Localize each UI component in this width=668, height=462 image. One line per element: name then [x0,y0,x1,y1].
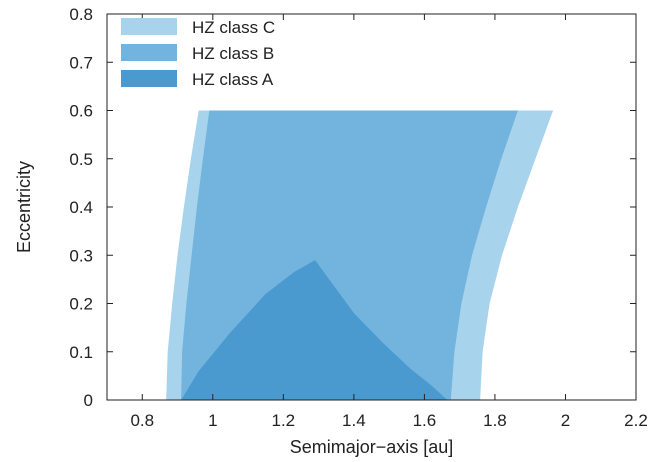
y-tick-label: 0.7 [69,53,93,72]
legend: HZ class C HZ class B HZ class A [121,18,275,89]
series-areas [166,110,554,400]
x-tick-label: 2.2 [624,411,648,430]
legend-swatch [121,18,177,35]
y-tick-label: 0.5 [69,150,93,169]
x-axis-label: Semimajor−axis [au] [290,437,454,457]
y-tick-label: 0.2 [69,295,93,314]
x-tick-label: 1 [208,411,217,430]
y-tick-label: 0.1 [69,343,93,362]
y-tick-labels: 0 0.1 0.2 0.3 0.4 0.5 0.6 0.7 0.8 [69,5,93,410]
y-tick-label: 0.3 [69,246,93,265]
x-tick-label: 1.6 [413,411,437,430]
x-tick-label: 1.4 [342,411,366,430]
y-tick-label: 0 [84,391,93,410]
legend-label: HZ class A [192,70,274,89]
area-hz-class-a [181,260,448,400]
x-tick-label: 2 [561,411,570,430]
x-tick-label: 1.2 [272,411,296,430]
legend-swatch [121,44,177,61]
legend-label: HZ class C [192,18,275,37]
x-tick-labels: 0.8 1 1.2 1.4 1.6 1.8 2 2.2 [130,411,647,430]
y-axis-label: Eccentricity [14,161,34,253]
y-tick-label: 0.6 [69,102,93,121]
x-tick-label: 1.8 [483,411,507,430]
y-tick-label: 0.4 [69,198,93,217]
legend-swatch [121,70,177,87]
x-tick-label: 0.8 [130,411,154,430]
y-tick-label: 0.8 [69,5,93,24]
axis-ticks [107,13,637,401]
legend-label: HZ class B [192,44,274,63]
